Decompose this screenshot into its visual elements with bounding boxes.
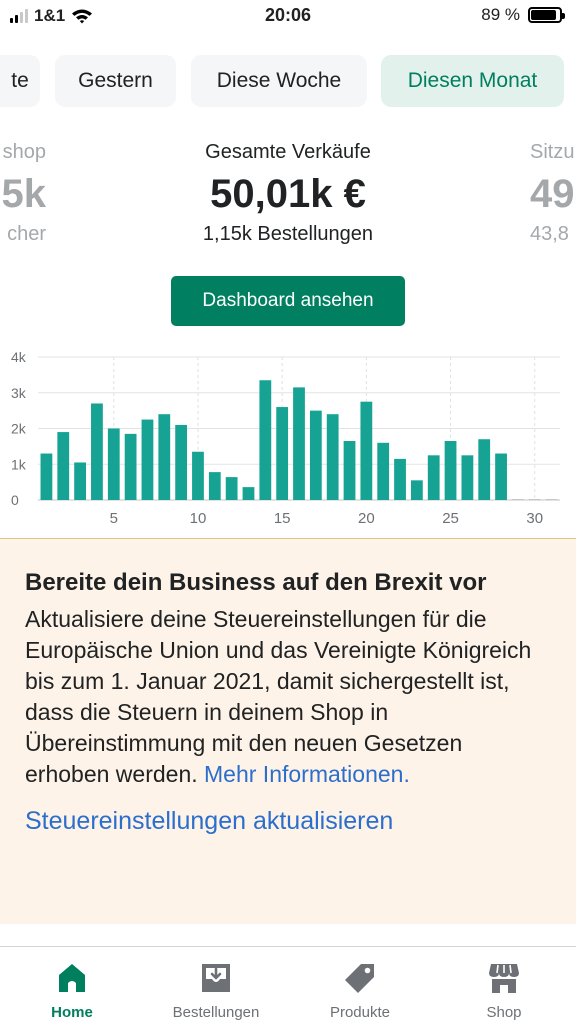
home-icon — [59, 964, 85, 992]
y-tick-label: 0 — [11, 492, 19, 508]
chart-bar-empty — [545, 499, 558, 500]
date-range-tabs: te Gestern Diese Woche Diesen Monat — [0, 55, 576, 107]
chart-bar — [40, 453, 53, 500]
chart-bar — [225, 477, 238, 500]
chart-bar — [208, 472, 221, 500]
metric-value: 5k — [1, 172, 47, 216]
store-icon — [489, 964, 519, 993]
chart-bar — [141, 419, 154, 500]
status-left: 1&1 — [10, 6, 93, 26]
chart-bar — [293, 387, 305, 500]
chart-bar — [276, 407, 289, 500]
sales-chart: 0 1k 2k 3k 4k 5 10 15 20 25 30 — [11, 349, 560, 527]
nav-label: Home — [51, 1004, 93, 1021]
metric-label: Gesamte Verkäufe — [205, 141, 371, 163]
metric-total-sales[interactable]: Gesamte Verkäufe 50,01k € 1,15k Bestellu… — [148, 140, 428, 246]
chart-bar — [377, 442, 390, 500]
chart-bar — [360, 401, 373, 500]
tag-icon — [345, 964, 374, 993]
metric-label: Sitzu — [530, 141, 575, 163]
tab-yesterday[interactable]: Gestern — [55, 55, 176, 107]
tab-label: Gestern — [78, 69, 153, 92]
chart-bar — [57, 432, 70, 500]
orders-icon — [202, 964, 230, 992]
chart-bar — [410, 480, 423, 500]
battery-fill — [531, 10, 556, 20]
chart-bar — [478, 439, 491, 500]
status-right: 89 % — [481, 5, 565, 25]
tab-this-week[interactable]: Diese Woche — [191, 55, 367, 107]
nav-orders[interactable]: Bestellungen — [144, 947, 288, 1024]
x-tick-label: 20 — [358, 510, 375, 527]
x-tick-label: 15 — [274, 510, 291, 527]
brexit-banner: Bereite dein Business auf den Brexit vor… — [0, 538, 576, 924]
update-tax-settings-link[interactable]: Steuereinstellungen aktualisieren — [25, 807, 394, 835]
metric-sessions[interactable]: Sitzu 49 43,8 — [530, 140, 576, 246]
y-tick-label: 1k — [11, 456, 27, 472]
chart-bar — [495, 453, 507, 500]
nav-label: Produkte — [329, 1004, 391, 1021]
status-time: 20:06 — [264, 5, 312, 25]
chart-bar — [242, 487, 255, 500]
chart-bar — [394, 458, 406, 500]
chart-bar — [343, 441, 356, 500]
chart-bar — [192, 451, 204, 500]
nav-label: Shop — [486, 1004, 522, 1021]
more-info-link[interactable]: Mehr Informationen. — [204, 761, 410, 787]
banner-body: Aktualisiere deine Steuereinstellungen f… — [25, 606, 532, 787]
battery-icon — [528, 7, 565, 23]
x-tick-label: 25 — [442, 510, 459, 527]
chart-bar — [444, 441, 457, 500]
tab-label: Diese Woche — [216, 69, 342, 92]
bottom-navigation: Home Bestellungen Produkte Shop — [0, 946, 576, 1024]
x-tick-label: 10 — [190, 510, 207, 527]
wifi-icon — [72, 9, 93, 24]
carrier-label: 1&1 — [34, 6, 66, 25]
chart-bar — [461, 455, 474, 500]
nav-label: Bestellungen — [172, 1004, 260, 1021]
chart-bar-empty — [528, 499, 541, 500]
metric-sub: 43,8 — [530, 223, 569, 245]
chart-bar — [107, 428, 120, 500]
chart-bar — [427, 455, 440, 500]
metric-sub: cher — [7, 223, 46, 245]
tab-label: te — [11, 69, 29, 92]
chart-bar — [91, 403, 103, 500]
tab-today[interactable]: te — [0, 55, 40, 107]
chart-bar-empty — [512, 499, 524, 500]
metric-sub: 1,15k Bestellungen — [202, 223, 374, 245]
chart-bar — [259, 380, 272, 500]
y-tick-label: 3k — [11, 385, 27, 401]
banner-title: Bereite dein Business auf den Brexit vor — [25, 569, 487, 596]
view-dashboard-button[interactable]: Dashboard ansehen — [171, 276, 405, 326]
nav-home[interactable]: Home — [0, 947, 144, 1024]
y-tick-label: 4k — [11, 349, 27, 365]
metric-value: 49 — [530, 172, 575, 216]
metric-label: shop — [2, 141, 46, 163]
chart-bar — [158, 414, 171, 500]
nav-shop[interactable]: Shop — [432, 947, 576, 1024]
signal-icon — [10, 9, 28, 23]
metric-value: 50,01k € — [210, 172, 366, 216]
chart-bar — [326, 414, 339, 500]
y-tick-label: 2k — [11, 421, 27, 437]
x-tick-label: 30 — [526, 510, 543, 527]
banner-text: Aktualisiere deine Steuereinstellungen f… — [25, 604, 552, 790]
chart-bar — [175, 424, 188, 500]
battery-percent: 89 % — [481, 5, 520, 24]
status-bar: 1&1 20:06 89 % — [0, 0, 576, 34]
chart-bar — [74, 462, 86, 500]
chart-bar — [124, 433, 137, 500]
metric-shop-visits[interactable]: shop 5k cher — [0, 140, 47, 246]
tab-this-month[interactable]: Diesen Monat — [381, 55, 564, 107]
chart-bar — [309, 410, 322, 500]
nav-products[interactable]: Produkte — [288, 947, 432, 1024]
tab-label: Diesen Monat — [407, 69, 538, 92]
x-tick-label: 5 — [110, 510, 118, 527]
